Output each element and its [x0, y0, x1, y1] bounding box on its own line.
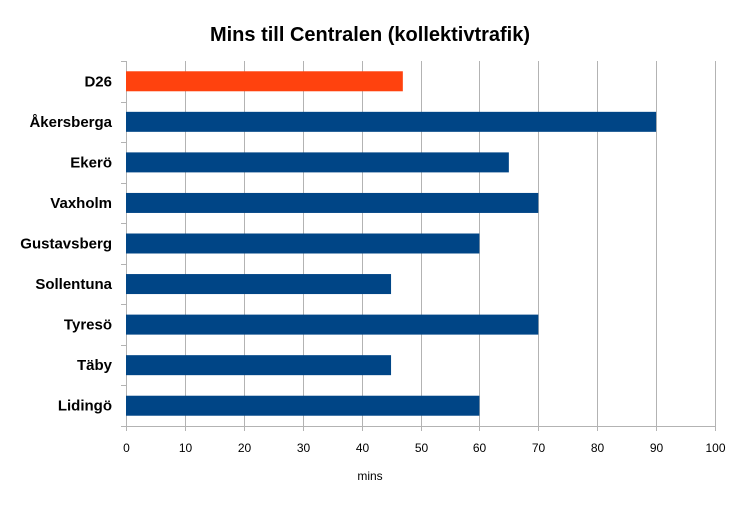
x-tick-label: 0: [123, 441, 130, 455]
category-label: Åkersberga: [29, 114, 112, 131]
x-tick-label: 40: [356, 441, 370, 455]
chart-title: Mins till Centralen (kollektivtrafik): [210, 24, 530, 46]
bar: [126, 355, 392, 376]
category-label: Gustavsberg: [20, 236, 112, 253]
x-tick-label: 30: [297, 441, 311, 455]
bar: [126, 314, 539, 335]
x-tick-label: 100: [705, 441, 725, 455]
x-tick-label: 50: [415, 441, 429, 455]
x-tick-label: 70: [532, 441, 546, 455]
x-axis-label: mins: [357, 469, 382, 483]
category-label: Ekerö: [70, 154, 112, 171]
bar: [126, 233, 480, 254]
bar: [126, 192, 539, 213]
category-label: Vaxholm: [50, 195, 112, 212]
x-tick-label: 90: [650, 441, 664, 455]
category-label: Tyresö: [64, 317, 112, 334]
category-label: Lidingö: [58, 398, 112, 415]
category-label: Täby: [77, 357, 113, 374]
x-tick-label: 10: [179, 441, 193, 455]
category-label: D26: [84, 73, 112, 90]
bars: [126, 71, 657, 416]
x-axis-ticks: 0 10 20 30 40 50 60 70 80 90 100: [123, 441, 726, 455]
bar: [126, 395, 480, 416]
bar: [126, 152, 509, 173]
category-labels: D26 Åkersberga Ekerö Vaxholm Gustavsberg Soll…: [20, 73, 112, 414]
x-tick-label: 80: [591, 441, 605, 455]
x-tick-label: 20: [238, 441, 252, 455]
bar: [126, 111, 657, 132]
category-label: Sollentuna: [35, 276, 112, 293]
bar: [126, 71, 403, 92]
bar: [126, 274, 392, 295]
x-tick-label: 60: [473, 441, 487, 455]
